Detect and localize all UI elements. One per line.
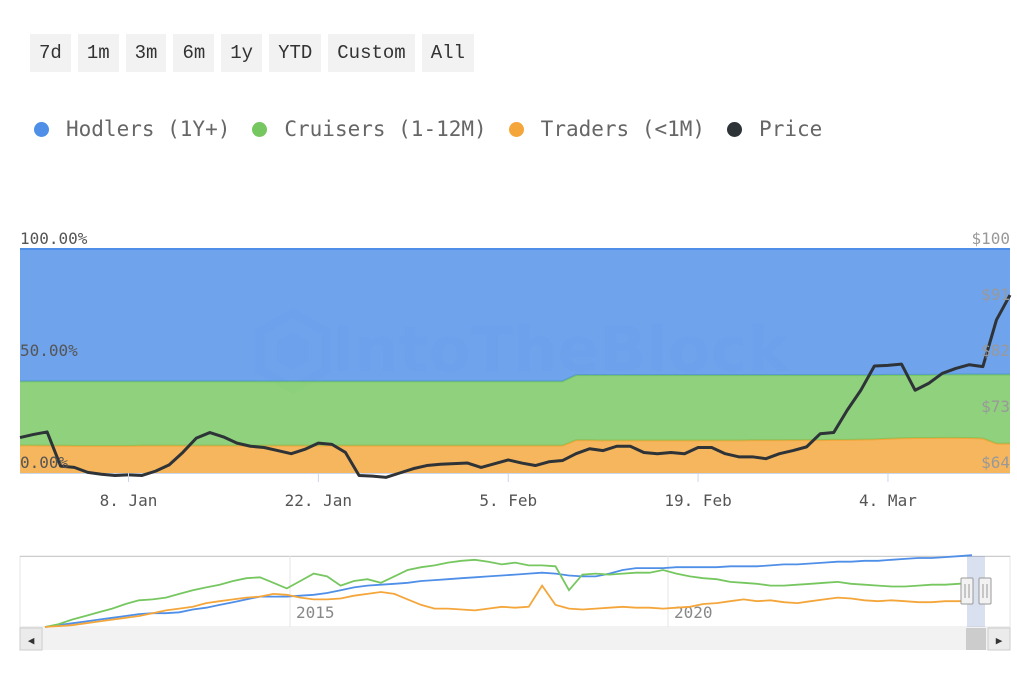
range-7d-button[interactable]: 7d [30, 34, 71, 72]
range-1m-button[interactable]: 1m [77, 34, 119, 72]
x-tick-label: 22. Jan [285, 491, 352, 510]
watermark-logo-icon [255, 307, 331, 395]
scroll-left-button[interactable] [19, 627, 43, 651]
range-6m-button[interactable]: 6m [173, 34, 215, 72]
legend-label-cruisers: Cruisers (1-12M) [284, 117, 487, 141]
range-1y-button[interactable]: 1y [221, 34, 263, 72]
legend-dot-traders [508, 121, 524, 137]
legend-label-traders: Traders (<1M) [540, 117, 706, 141]
scrollbar-thumb[interactable] [966, 628, 986, 650]
legend-label-hodlers: Hodlers (1Y+) [66, 117, 231, 141]
chart-legend: Hodlers (1Y+) Cruisers (1-12M) Traders (… [34, 114, 844, 144]
legend-dot-price [727, 121, 743, 137]
range-selector: 7d 1m 3m 6m 1y YTD Custom All [30, 34, 474, 72]
legend-dot-cruisers [252, 121, 268, 137]
watermark: IntoTheBlock [255, 307, 790, 395]
area-traders [20, 437, 1010, 473]
navigator-line-traders [44, 583, 973, 628]
price-line [19, 294, 1012, 479]
stacked-areas [20, 248, 1010, 474]
navigator-selection [967, 556, 985, 627]
x-axis: 8. Jan 22. Jan 5. Feb 19. Feb 4. Mar [100, 473, 917, 510]
scroll-right-button[interactable] [987, 627, 1011, 651]
y-left-tick-label: 100.00% [20, 229, 88, 248]
navigator-line-hodlers [44, 554, 973, 628]
y-right-tick-label: $82 [981, 341, 1010, 360]
range-all-button[interactable]: All [421, 34, 474, 72]
left-axis-labels: 0.00% 50.00% 100.00% [20, 229, 88, 472]
x-tick-label: 8. Jan [100, 491, 158, 510]
y-right-tick-label: $64 [981, 453, 1010, 472]
navigator-handle[interactable] [978, 577, 992, 605]
legend-item-hodlers[interactable]: Hodlers (1Y+) [34, 117, 230, 141]
navigator-handle-body [960, 577, 974, 605]
navigator-handle[interactable] [960, 577, 974, 605]
legend-item-price[interactable]: Price [727, 117, 822, 141]
scroll-right-arrow-icon: ▶ [996, 634, 1003, 647]
scrollbar-track[interactable] [20, 628, 1010, 650]
x-tick-label: 19. Feb [664, 491, 731, 510]
watermark-text: IntoTheBlock [331, 313, 790, 386]
right-axis-labels: $64 $73 $82 $91 $100 [971, 229, 1010, 472]
range-3m-button[interactable]: 3m [125, 34, 167, 72]
legend-item-traders[interactable]: Traders (<1M) [508, 117, 706, 141]
area-edge-traders [20, 436, 1010, 447]
legend-item-cruisers[interactable]: Cruisers (1-12M) [252, 117, 487, 141]
range-custom-button[interactable]: Custom [328, 34, 415, 72]
x-tick-label: 5. Feb [479, 491, 537, 510]
navigator-line-cruisers [44, 558, 973, 628]
area-cruisers [20, 374, 1010, 446]
y-left-tick-label: 0.00% [20, 453, 69, 472]
scrollbar: ◀ ▶ [19, 627, 1011, 651]
y-right-tick-label: $100 [971, 229, 1010, 248]
navigator-frame [19, 555, 1011, 628]
y-right-tick-label: $91 [981, 285, 1010, 304]
area-edge-cruisers [20, 373, 1010, 383]
area-hodlers [20, 249, 1010, 382]
x-tick-label: 4. Mar [859, 491, 917, 510]
navigator: 2015 2020 [19, 554, 1011, 628]
y-right-tick-label: $73 [981, 397, 1010, 416]
legend-dot-hodlers [34, 121, 49, 137]
y-left-tick-label: 50.00% [20, 341, 78, 360]
navigator-year-label: 2020 [674, 603, 713, 622]
navigator-year-label: 2015 [296, 603, 335, 622]
navigator-handle-body [978, 577, 992, 605]
scroll-left-arrow-icon: ◀ [28, 634, 35, 647]
legend-label-price: Price [759, 117, 823, 141]
price-series [19, 294, 1012, 479]
range-ytd-button[interactable]: YTD [269, 34, 322, 72]
